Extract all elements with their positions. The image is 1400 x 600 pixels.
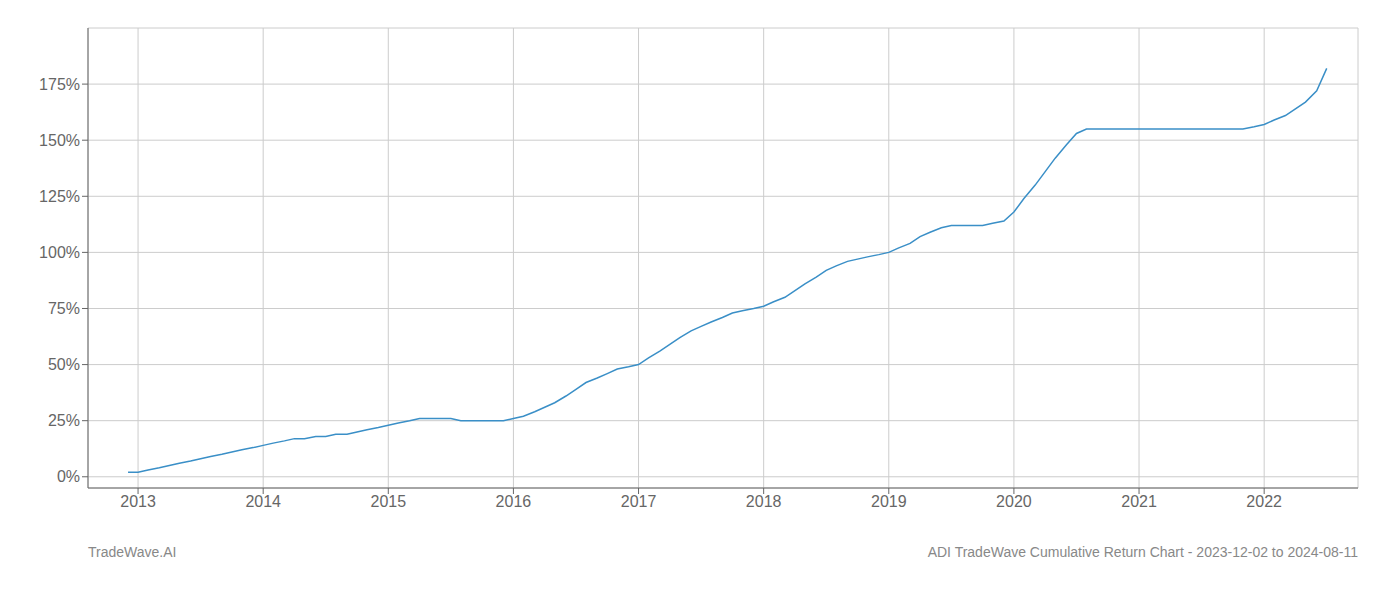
svg-text:2022: 2022	[1246, 493, 1282, 510]
svg-text:2013: 2013	[120, 493, 156, 510]
svg-text:2016: 2016	[496, 493, 532, 510]
svg-text:0%: 0%	[57, 468, 80, 485]
svg-text:2014: 2014	[245, 493, 281, 510]
svg-text:50%: 50%	[48, 356, 80, 373]
svg-text:2020: 2020	[996, 493, 1032, 510]
svg-text:150%: 150%	[39, 132, 80, 149]
svg-text:2019: 2019	[871, 493, 907, 510]
svg-text:75%: 75%	[48, 300, 80, 317]
html-text:ADI TradeWave Cumulative Retur: ADI TradeWave Cumulative Return Chart - …	[927, 544, 1358, 560]
svg-text:175%: 175%	[39, 76, 80, 93]
svg-text:2021: 2021	[1121, 493, 1157, 510]
html-text:TradeWave.AI: TradeWave.AI	[88, 544, 177, 560]
svg-text:125%: 125%	[39, 188, 80, 205]
svg-text:25%: 25%	[48, 412, 80, 429]
svg-text:2018: 2018	[746, 493, 782, 510]
svg-text:2017: 2017	[621, 493, 657, 510]
svg-text:100%: 100%	[39, 244, 80, 261]
svg-text:2015: 2015	[370, 493, 406, 510]
